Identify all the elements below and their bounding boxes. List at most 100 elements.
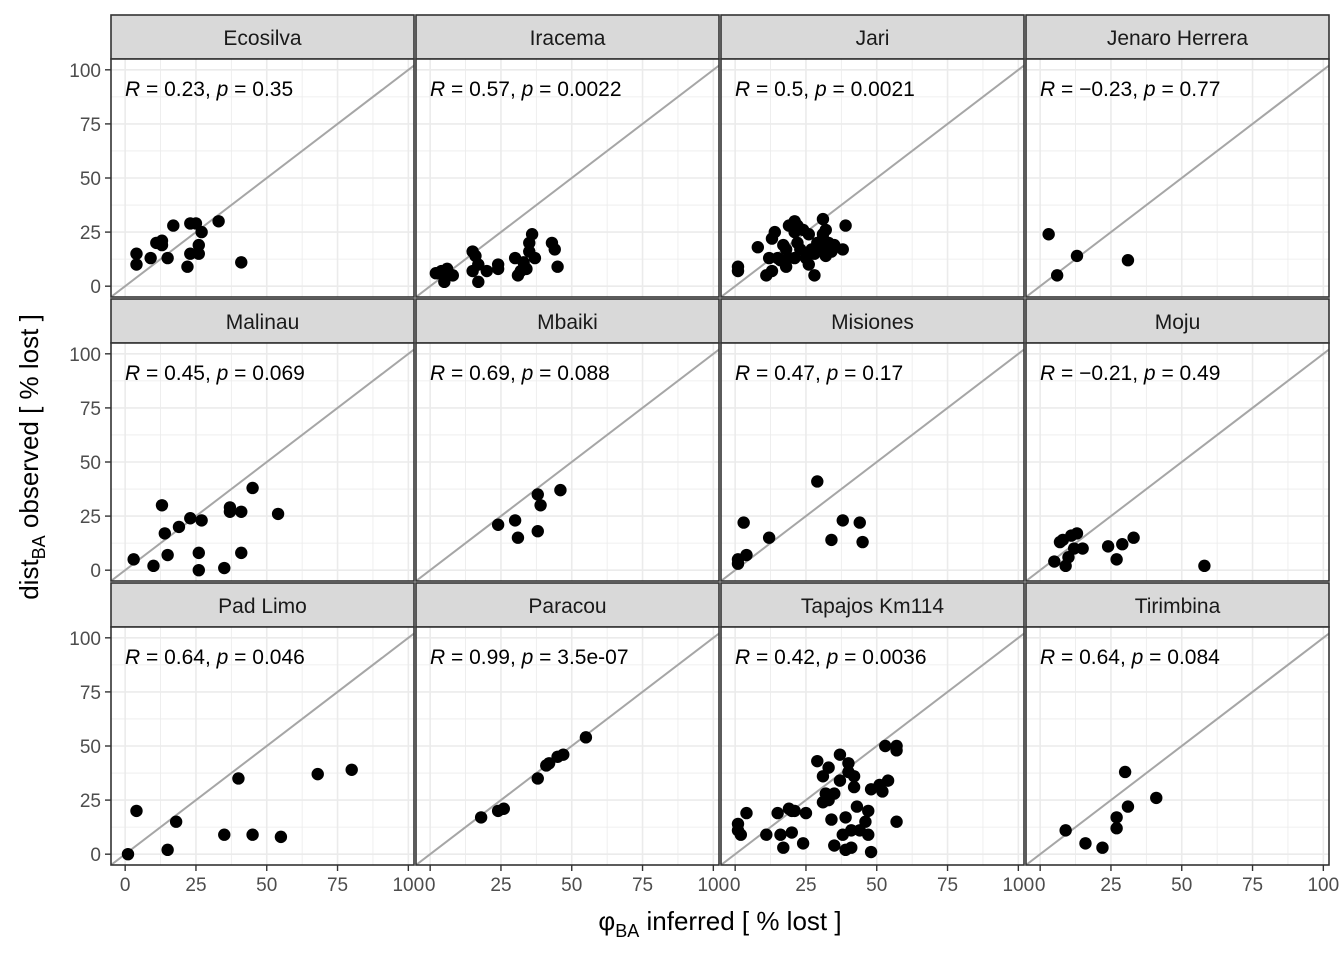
x-tick-label: 0: [425, 875, 436, 896]
data-point: [771, 806, 784, 820]
data-point: [1127, 531, 1140, 544]
x-tick-label: 50: [561, 875, 582, 896]
data-point: [842, 757, 855, 770]
data-point: [184, 512, 197, 525]
identity-line: [111, 632, 414, 865]
panel-border: [1025, 58, 1330, 298]
data-point: [271, 507, 285, 521]
data-point: [796, 837, 810, 850]
data-point: [1110, 553, 1123, 566]
data-point: [777, 841, 790, 854]
facet-strip-label: Malinau: [226, 311, 300, 334]
data-point: [847, 770, 861, 783]
data-point: [161, 251, 174, 265]
data-point: [845, 841, 858, 854]
facet-panel: Iracema R = 0.57, p = 0.0022: [415, 14, 720, 298]
y-tick-label: 50: [80, 169, 101, 190]
x-tick-label: 25: [185, 875, 206, 896]
facet-strip-label: Jenaro Herrera: [1107, 27, 1249, 50]
data-point: [218, 561, 231, 575]
y-tick-label: 100: [69, 345, 101, 366]
data-point: [811, 475, 824, 488]
data-point: [144, 251, 157, 265]
data-point: [192, 563, 205, 577]
data-point: [1118, 765, 1132, 779]
data-point: [161, 843, 174, 857]
data-point: [246, 481, 259, 495]
x-tick-label: 50: [256, 875, 277, 896]
data-point: [192, 546, 205, 560]
data-point: [130, 804, 143, 818]
facet-panel: Moju R = −0.21, p = 0.49: [1025, 298, 1330, 582]
identity-line: [416, 348, 719, 581]
identity-line: [416, 632, 719, 865]
data-point: [1067, 542, 1081, 555]
data-point: [548, 243, 561, 256]
y-tick-label: 0: [90, 845, 101, 866]
panel-border: [720, 342, 1025, 582]
data-point: [130, 258, 143, 271]
data-point: [828, 787, 841, 800]
data-point: [850, 800, 864, 813]
data-point: [762, 251, 776, 265]
data-point: [1070, 249, 1084, 263]
x-tick-label: 100: [1307, 875, 1339, 896]
data-point: [1079, 837, 1092, 850]
data-point: [1042, 228, 1055, 241]
data-point: [508, 514, 522, 527]
data-point: [890, 739, 903, 753]
facet-panels: Ecosilva R = 0.23, p = 0.35 0 25 50 75 100 Irac…: [69, 14, 1339, 896]
data-point: [525, 228, 539, 241]
data-point: [472, 258, 485, 271]
data-point: [1121, 800, 1135, 813]
correlation-annotation: R = 0.64, p = 0.046: [125, 646, 305, 669]
correlation-annotation: R = 0.45, p = 0.069: [125, 362, 305, 385]
data-point: [1070, 527, 1084, 540]
data-point: [853, 516, 866, 529]
data-point: [751, 241, 765, 254]
data-point: [531, 772, 544, 785]
correlation-annotation: R = 0.47, p = 0.17: [735, 362, 903, 385]
data-point: [811, 754, 824, 768]
data-point: [235, 256, 248, 269]
data-point: [446, 269, 460, 282]
facet-strip-label: Pad Limo: [218, 595, 307, 618]
y-tick-label: 25: [80, 223, 101, 244]
facet-strip-label: Misiones: [831, 311, 914, 334]
data-point: [819, 223, 832, 237]
x-tick-label: 0: [730, 875, 741, 896]
facet-strip-label: Jari: [856, 27, 890, 50]
panel-border: [415, 342, 720, 582]
data-point: [531, 525, 544, 538]
data-point: [833, 748, 847, 761]
data-point: [579, 731, 593, 744]
data-point: [474, 811, 488, 824]
facet-strip: [1025, 582, 1330, 628]
data-point: [1121, 254, 1135, 267]
facet-panel: Jenaro Herrera R = −0.23, p = 0.77: [1025, 14, 1330, 298]
data-point: [480, 264, 493, 278]
data-point: [847, 780, 861, 794]
data-point: [1096, 841, 1109, 854]
data-point: [472, 275, 485, 289]
data-point: [828, 839, 841, 852]
data-point: [491, 258, 505, 271]
data-point: [127, 553, 140, 566]
x-tick-label: 50: [1171, 875, 1192, 896]
data-point: [232, 772, 245, 785]
data-point: [181, 260, 194, 273]
y-axis-title: distBA observed [ % lost ]: [14, 314, 49, 600]
data-point: [760, 828, 773, 841]
data-point: [774, 828, 787, 841]
facet-strip-label: Paracou: [528, 595, 606, 618]
y-tick-label: 50: [80, 453, 101, 474]
facet-panel: Pad Limo R = 0.64, p = 0.046 0 25 50 75 100 0 25…: [69, 582, 424, 896]
data-point: [121, 847, 135, 861]
facet-strip: [1025, 14, 1330, 60]
data-point: [1198, 559, 1211, 573]
panel-border: [1025, 626, 1330, 866]
data-point: [762, 531, 776, 544]
data-point: [731, 264, 745, 278]
data-point: [246, 828, 259, 841]
